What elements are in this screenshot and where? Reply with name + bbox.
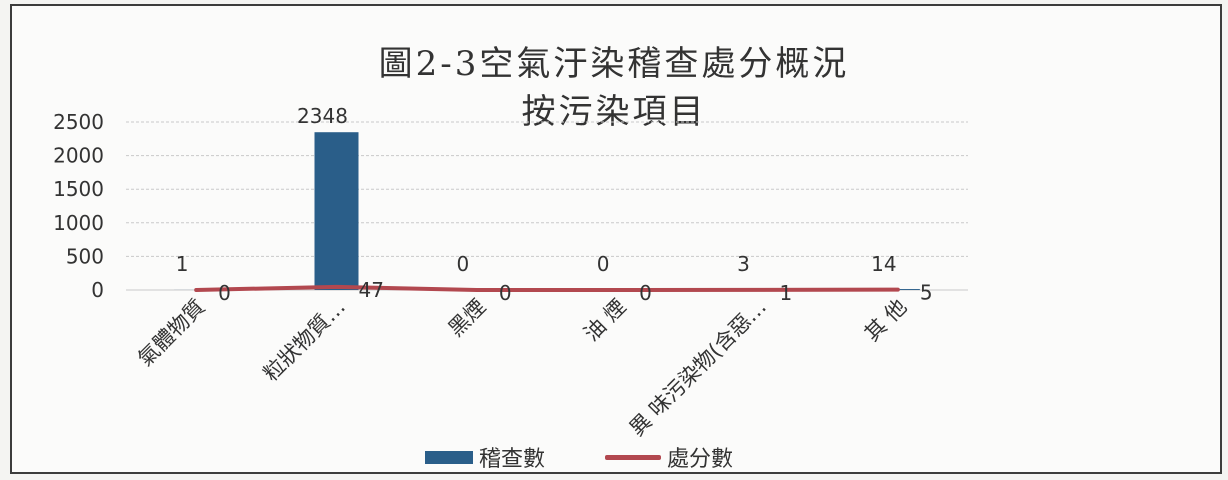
legend-label-penalties: 處分數 [667,447,734,472]
x-category-label: 氣體物質 [133,295,209,371]
y-tick-label: 2000 [53,144,104,168]
chart-frame [10,4,1222,474]
line-data-label: 47 [359,278,384,302]
x-category-label: 粒狀物質… [259,295,350,386]
chart-title: 圖2-3空氣汙染稽查處分概況 [378,44,850,84]
line-data-label: 0 [499,281,512,305]
bar-data-label: 1 [176,252,189,276]
y-tick-label: 0 [91,278,104,302]
bar-data-label: 3 [737,252,750,276]
bar-data-label: 0 [597,252,610,276]
line-data-label: 5 [920,281,933,305]
legend-item-penalties: 處分數 [605,441,733,473]
y-tick-label: 1000 [53,211,104,235]
legend-item-inspections: 稽查數 [425,441,545,473]
chart-legend: 稽查數 處分數 [0,441,1228,473]
x-category-label: 其 他 [860,295,911,346]
bar-data-label: 0 [456,252,469,276]
legend-label-inspections: 稽查數 [479,447,546,472]
line-data-label: 1 [780,281,793,305]
chart-subtitle: 按污染項目 [521,92,707,132]
x-category-label: 油 煙 [579,295,630,346]
line-data-label: 0 [639,281,652,305]
line-series [194,284,900,292]
x-category-label: 異 味污染物(含惡… [625,295,771,441]
y-tick-label: 2500 [53,110,104,134]
bar [314,132,359,290]
bar-data-label: 2348 [297,104,348,128]
legend-swatch-bar [425,450,473,464]
bar-data-label: 14 [871,252,896,276]
y-tick-label: 1500 [53,177,104,201]
x-category-label: 黑煙 [444,295,491,342]
legend-swatch-line [605,454,661,460]
line-data-label: 0 [218,281,231,305]
y-tick-label: 500 [66,244,104,268]
